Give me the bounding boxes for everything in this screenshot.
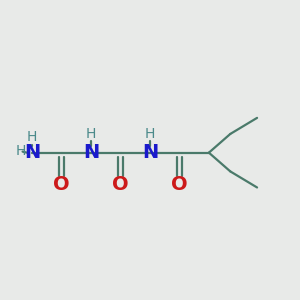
Text: N: N [83, 143, 99, 162]
Text: O: O [53, 175, 70, 194]
Text: N: N [142, 143, 158, 162]
Text: H: H [27, 130, 38, 144]
Text: H: H [145, 127, 155, 141]
Text: H: H [15, 143, 26, 158]
Text: H: H [86, 127, 96, 141]
Text: O: O [112, 175, 129, 194]
Text: O: O [171, 175, 188, 194]
Text: N: N [24, 143, 40, 162]
